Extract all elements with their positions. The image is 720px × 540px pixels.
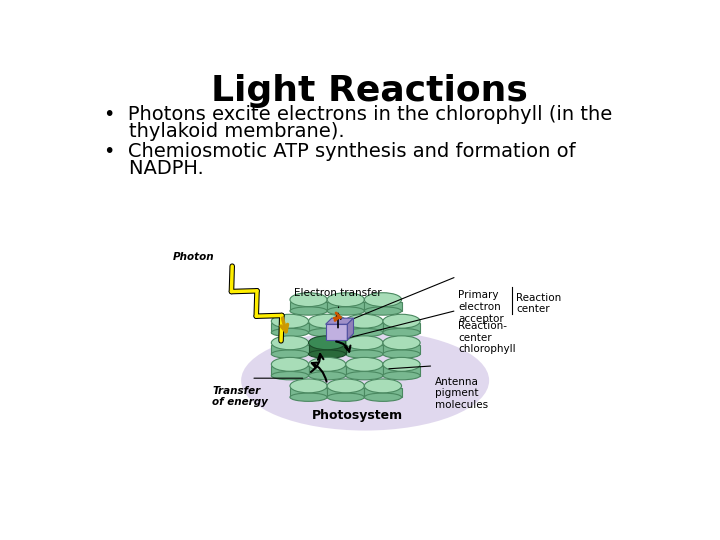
Text: Antenna
pigment
molecules: Antenna pigment molecules bbox=[435, 377, 488, 410]
Ellipse shape bbox=[346, 314, 383, 328]
Text: •  Chemiosmotic ATP synthesis and formation of: • Chemiosmotic ATP synthesis and formati… bbox=[104, 142, 575, 161]
Ellipse shape bbox=[290, 393, 327, 401]
Polygon shape bbox=[325, 318, 354, 325]
Ellipse shape bbox=[364, 307, 402, 315]
Ellipse shape bbox=[271, 314, 309, 328]
Text: Light Reactions: Light Reactions bbox=[210, 74, 528, 108]
Polygon shape bbox=[327, 388, 364, 397]
Ellipse shape bbox=[290, 379, 327, 393]
Ellipse shape bbox=[241, 330, 489, 430]
Polygon shape bbox=[364, 302, 402, 311]
Ellipse shape bbox=[290, 293, 327, 307]
Text: Transfer
of energy: Transfer of energy bbox=[212, 386, 269, 408]
Ellipse shape bbox=[383, 336, 420, 350]
Polygon shape bbox=[346, 367, 383, 376]
Text: Photon: Photon bbox=[172, 252, 214, 262]
Polygon shape bbox=[364, 388, 402, 397]
Ellipse shape bbox=[309, 336, 346, 350]
Polygon shape bbox=[290, 302, 327, 311]
Text: Reaction
center: Reaction center bbox=[516, 293, 562, 314]
Ellipse shape bbox=[346, 328, 383, 336]
Ellipse shape bbox=[271, 350, 309, 358]
Polygon shape bbox=[383, 323, 420, 333]
Polygon shape bbox=[347, 318, 354, 340]
Polygon shape bbox=[309, 345, 346, 354]
Ellipse shape bbox=[309, 314, 346, 328]
Ellipse shape bbox=[346, 350, 383, 358]
Ellipse shape bbox=[327, 393, 364, 401]
Ellipse shape bbox=[327, 379, 364, 393]
Polygon shape bbox=[325, 325, 347, 340]
Ellipse shape bbox=[309, 372, 346, 380]
Ellipse shape bbox=[309, 350, 346, 358]
Ellipse shape bbox=[383, 350, 420, 358]
Ellipse shape bbox=[309, 357, 346, 372]
Polygon shape bbox=[346, 345, 383, 354]
Ellipse shape bbox=[271, 336, 309, 350]
Ellipse shape bbox=[290, 307, 327, 315]
Polygon shape bbox=[327, 302, 364, 311]
Ellipse shape bbox=[383, 372, 420, 380]
Polygon shape bbox=[290, 388, 327, 397]
Text: Electron transfer: Electron transfer bbox=[294, 288, 382, 298]
Ellipse shape bbox=[364, 293, 402, 307]
Ellipse shape bbox=[309, 328, 346, 336]
Ellipse shape bbox=[364, 393, 402, 401]
Polygon shape bbox=[271, 323, 309, 333]
Ellipse shape bbox=[327, 293, 364, 307]
Polygon shape bbox=[309, 367, 346, 376]
Polygon shape bbox=[271, 345, 309, 354]
Polygon shape bbox=[383, 345, 420, 354]
Text: Reaction-
center
chlorophyll: Reaction- center chlorophyll bbox=[458, 321, 516, 354]
Ellipse shape bbox=[346, 336, 383, 350]
Ellipse shape bbox=[346, 357, 383, 372]
Polygon shape bbox=[346, 323, 383, 333]
Polygon shape bbox=[271, 367, 309, 376]
Text: Primary
electron
acceptor: Primary electron acceptor bbox=[458, 291, 504, 323]
Text: •  Photons excite electrons in the chlorophyll (in the: • Photons excite electrons in the chloro… bbox=[104, 105, 612, 124]
Text: thylakoid membrane).: thylakoid membrane). bbox=[104, 122, 345, 141]
Ellipse shape bbox=[327, 307, 364, 315]
Ellipse shape bbox=[346, 372, 383, 380]
Ellipse shape bbox=[271, 357, 309, 372]
Ellipse shape bbox=[364, 379, 402, 393]
Text: Photosystem: Photosystem bbox=[312, 409, 403, 422]
Ellipse shape bbox=[383, 314, 420, 328]
Polygon shape bbox=[309, 323, 346, 333]
Text: NADPH.: NADPH. bbox=[104, 159, 204, 178]
Polygon shape bbox=[383, 367, 420, 376]
Ellipse shape bbox=[383, 357, 420, 372]
Ellipse shape bbox=[271, 328, 309, 336]
Ellipse shape bbox=[271, 372, 309, 380]
Ellipse shape bbox=[383, 328, 420, 336]
